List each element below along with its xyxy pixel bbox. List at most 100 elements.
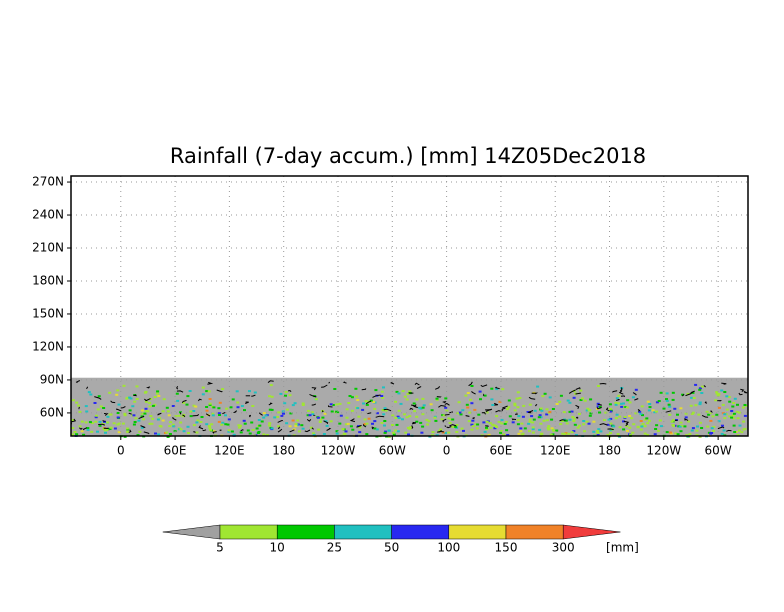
rain-pixel — [408, 415, 412, 418]
rain-pixel — [316, 416, 320, 419]
coastline — [365, 400, 372, 405]
rain-pixel — [310, 411, 314, 414]
rain-pixel — [596, 434, 600, 437]
rain-pixel — [291, 419, 295, 422]
rain-pixel — [516, 419, 520, 422]
rain-pixel — [568, 401, 572, 404]
rain-pixel — [426, 423, 429, 426]
coastline — [182, 414, 186, 418]
rain-pixel — [614, 403, 618, 406]
rain-pixel — [71, 427, 75, 430]
rain-pixel — [647, 419, 651, 422]
coastline — [449, 411, 454, 414]
rain-pixel — [733, 397, 737, 400]
rain-pixel — [628, 426, 632, 429]
rain-pixel — [655, 410, 658, 413]
rain-pixel — [371, 422, 374, 425]
rain-pixel — [116, 412, 120, 414]
rain-pixel — [109, 413, 113, 416]
rain-pixel — [220, 423, 224, 426]
rain-pixel — [530, 415, 534, 418]
rain-pixel — [715, 413, 719, 416]
rain-pixel — [464, 394, 468, 397]
rain-pixel — [711, 415, 715, 418]
rain-pixel — [516, 391, 520, 394]
rain-pixel — [539, 416, 543, 419]
rain-pixel — [255, 427, 259, 430]
rain-pixel — [293, 402, 297, 405]
rain-pixel — [562, 411, 566, 414]
rain-pixel — [596, 402, 600, 405]
rain-pixel — [638, 410, 642, 413]
rain-pixel — [251, 429, 255, 431]
rain-pixel — [455, 424, 459, 426]
rain-pixel — [301, 427, 305, 430]
rain-pixel — [659, 391, 663, 394]
rain-pixel — [205, 390, 209, 393]
rain-pixel — [570, 431, 574, 434]
rain-pixel — [284, 394, 287, 397]
rain-pixel — [422, 404, 426, 407]
rain-pixel — [373, 427, 377, 430]
rain-pixel — [217, 407, 221, 410]
rain-pixel — [339, 414, 343, 417]
rain-pixel — [117, 403, 121, 406]
rain-pixel — [538, 428, 542, 431]
rain-pixel — [720, 432, 724, 435]
rain-pixel — [676, 433, 680, 436]
rain-pixel — [134, 417, 138, 420]
rain-pixel — [626, 399, 630, 402]
rain-pixel — [671, 424, 675, 426]
rain-pixel — [444, 397, 448, 400]
rain-pixel — [421, 413, 425, 416]
rain-pixel — [458, 411, 462, 414]
rain-pixel — [276, 415, 280, 418]
coastline — [442, 418, 447, 423]
rain-pixel — [533, 409, 537, 412]
rain-pixel — [282, 412, 285, 415]
rain-pixel — [538, 414, 542, 417]
rain-pixel — [156, 390, 160, 393]
rain-pixel — [347, 402, 351, 404]
rain-pixel — [104, 431, 107, 434]
rain-pixel — [144, 410, 148, 413]
rain-pixel — [581, 397, 584, 400]
rain-pixel — [186, 395, 190, 398]
coastline — [326, 427, 332, 431]
rain-pixel — [548, 411, 552, 413]
rain-pixel — [208, 402, 212, 405]
rain-pixel — [742, 420, 746, 423]
rain-pixel — [330, 410, 334, 413]
rain-pixel — [279, 392, 283, 395]
coastline — [703, 385, 706, 388]
rain-pixel — [548, 396, 552, 399]
coastline — [434, 386, 441, 390]
coastline — [371, 426, 375, 430]
coastline — [501, 407, 506, 412]
rain-pixel — [372, 401, 376, 403]
rain-pixel — [208, 398, 212, 400]
coastline — [140, 425, 146, 428]
coastline — [480, 384, 488, 388]
rain-pixel — [80, 420, 84, 423]
y-tick-label: 150N — [32, 306, 64, 320]
rain-pixel — [640, 405, 644, 408]
coastline — [205, 413, 211, 417]
rain-pixel — [563, 433, 567, 436]
rain-pixel — [357, 415, 361, 418]
rain-pixel — [356, 407, 360, 410]
rain-pixel — [224, 423, 228, 426]
rain-pixel — [668, 413, 672, 416]
y-tick-label: 210N — [32, 241, 64, 255]
rain-pixel — [82, 433, 86, 436]
rain-pixel — [732, 417, 736, 420]
rain-pixel — [549, 433, 553, 436]
rain-pixel — [309, 426, 313, 429]
rain-pixel — [676, 413, 679, 416]
rain-pixel — [646, 433, 649, 436]
rain-pixel — [712, 425, 716, 428]
rain-pixel — [268, 424, 271, 427]
rain-pixel — [335, 410, 339, 413]
coastline — [176, 390, 184, 393]
rain-pixel — [289, 412, 293, 415]
